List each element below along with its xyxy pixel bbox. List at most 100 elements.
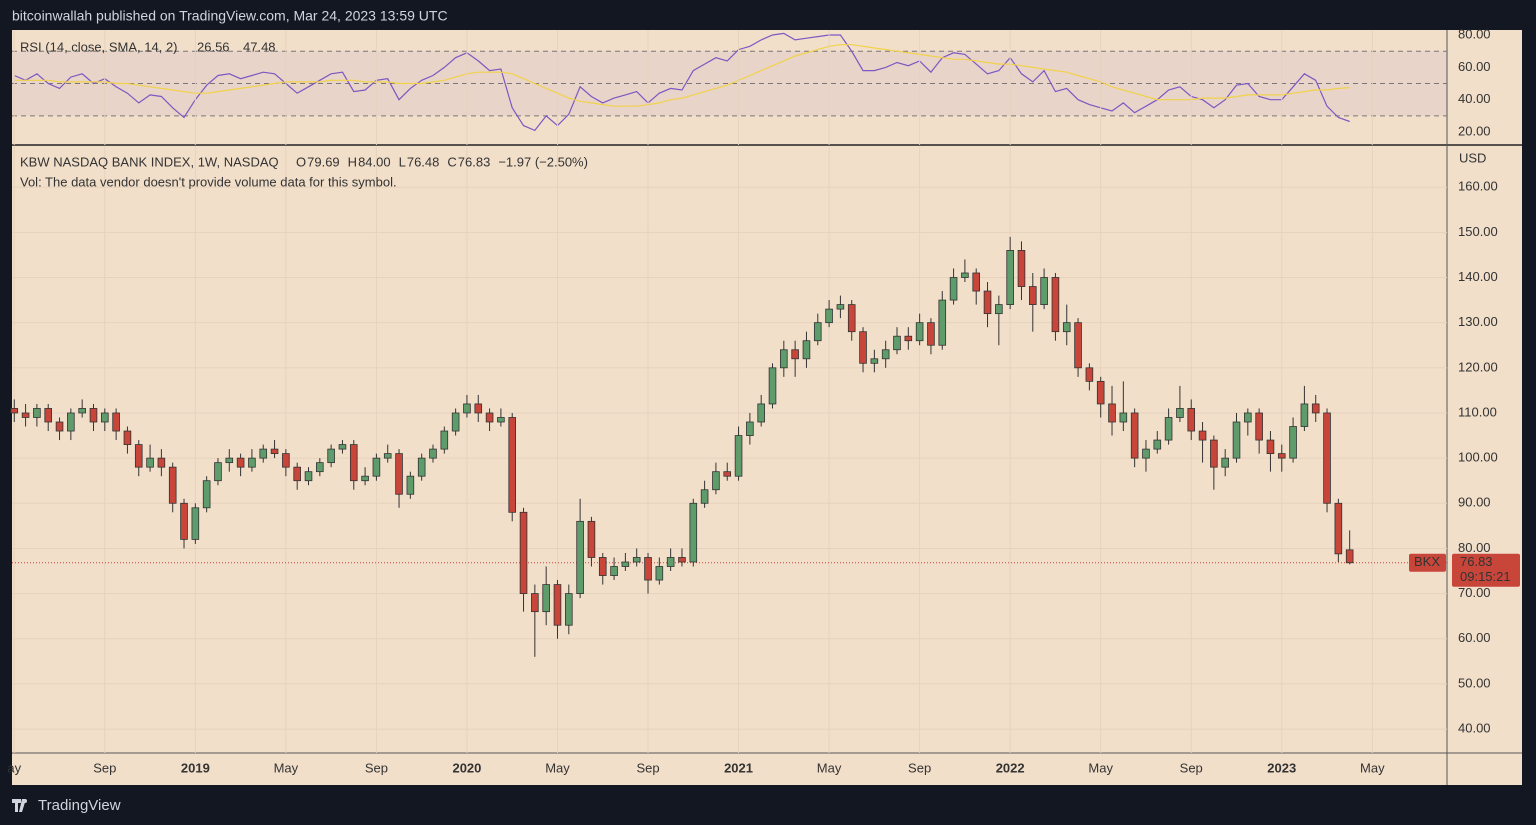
candle-body [859,331,867,364]
x-tick-label: 2020 [452,760,481,775]
symbol-label: BKX [1414,554,1440,569]
x-tick-label: ay [7,760,21,775]
legend-key: L [399,154,406,169]
candle-body [1096,380,1105,405]
candle-body [1334,502,1343,555]
candle-body [1345,549,1354,564]
legend-value: 76.83 [458,154,491,169]
candle-body [1187,408,1196,432]
candle-body [644,557,652,581]
candle-body [1210,439,1218,468]
candle-body [1300,403,1309,427]
x-tick-label: May [274,760,299,775]
candle-body [1198,430,1207,441]
candle-body [112,412,120,432]
candle-body [395,453,403,495]
x-tick-label: 2021 [724,760,753,775]
candle-body [893,335,901,351]
candle-body [214,462,222,482]
x-tick-label: Sep [636,760,659,775]
candle-body [338,444,347,450]
candle-body [417,457,426,477]
candle-body [949,277,958,301]
rsi-band [12,51,1447,116]
candle-body [802,340,811,360]
candle-body [621,561,630,567]
y-tick-label: 40.00 [1458,91,1491,106]
candle-body [293,466,301,482]
candle-body [1289,426,1297,459]
candle-body [191,507,200,540]
candle-body [180,502,188,540]
candle-body [134,444,143,468]
candle-body [1040,277,1048,305]
y-tick-label: 80.00 [1458,26,1491,41]
candle-body [666,557,675,567]
candle-body [1051,277,1060,333]
candle-body [904,335,913,342]
candle-body [576,520,584,594]
candle-body [248,457,256,468]
candle-body [825,308,833,324]
rsi-line [14,44,1350,107]
candle-body [768,367,777,405]
candle-body [1017,250,1026,287]
x-tick-label: May [545,760,570,775]
candle-body [67,412,75,432]
candle-body [610,566,618,576]
legend-value: 84.00 [358,154,391,169]
y-tick-label: 140.00 [1458,269,1498,284]
x-tick-label: Sep [908,760,931,775]
candle-body [1266,439,1275,455]
rsi-line [14,32,1350,132]
candle-body [1311,403,1320,414]
candle-body [21,412,30,418]
candle-body [780,349,788,369]
y-tick-label: 70.00 [1458,585,1491,600]
x-tick-label: 2022 [996,760,1025,775]
price-label: 76.83 [1460,554,1493,569]
candle-body [542,584,550,613]
y-tick-label: 110.00 [1458,404,1497,419]
candle-body [1323,412,1331,504]
publish-info: bitcoinwallah published on TradingView.c… [12,8,448,24]
candle-body [598,557,607,576]
candle-body [757,403,765,423]
candle-body [746,421,754,436]
x-tick-label: 2019 [181,760,210,775]
countdown-label: 09:15:21 [1460,569,1511,584]
candle-body [847,304,856,333]
candle-body [791,349,799,360]
candle-body [451,412,460,432]
candle-body [508,417,517,513]
y-tick-label: 80.00 [1458,540,1491,555]
legend-key: O [296,154,306,169]
legend-value: 76.48 [407,154,440,169]
y-tick-label: 60.00 [1458,630,1491,645]
candle-body [961,272,969,278]
legend-key: C [447,154,456,169]
candle-body [55,421,64,432]
candle-body [1130,412,1139,459]
y-tick-label: 50.00 [1458,675,1491,690]
candle-body [565,593,573,626]
y-tick-label: 160.00 [1458,179,1498,194]
x-tick-label: 2023 [1267,760,1296,775]
y-tick-label: 120.00 [1458,359,1498,374]
candle-body [225,457,234,464]
chart-title: KBW NASDAQ BANK INDEX, 1W, NASDAQ [20,154,279,169]
candle-body [282,453,290,468]
candle-body [1142,448,1150,459]
candle-body [440,430,449,450]
candle-body [236,457,245,468]
x-tick-label: Sep [365,760,388,775]
candle-body [1119,412,1128,423]
candle-body [881,349,890,360]
rsi-title: RSI (14, close, SMA, 14, 2) [20,39,178,54]
candle-body [304,471,313,482]
candle-body [1085,367,1094,382]
candle-body [972,272,981,292]
candle-body [1029,286,1037,305]
